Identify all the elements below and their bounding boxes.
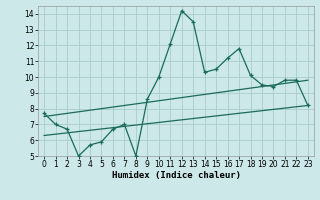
- X-axis label: Humidex (Indice chaleur): Humidex (Indice chaleur): [111, 171, 241, 180]
